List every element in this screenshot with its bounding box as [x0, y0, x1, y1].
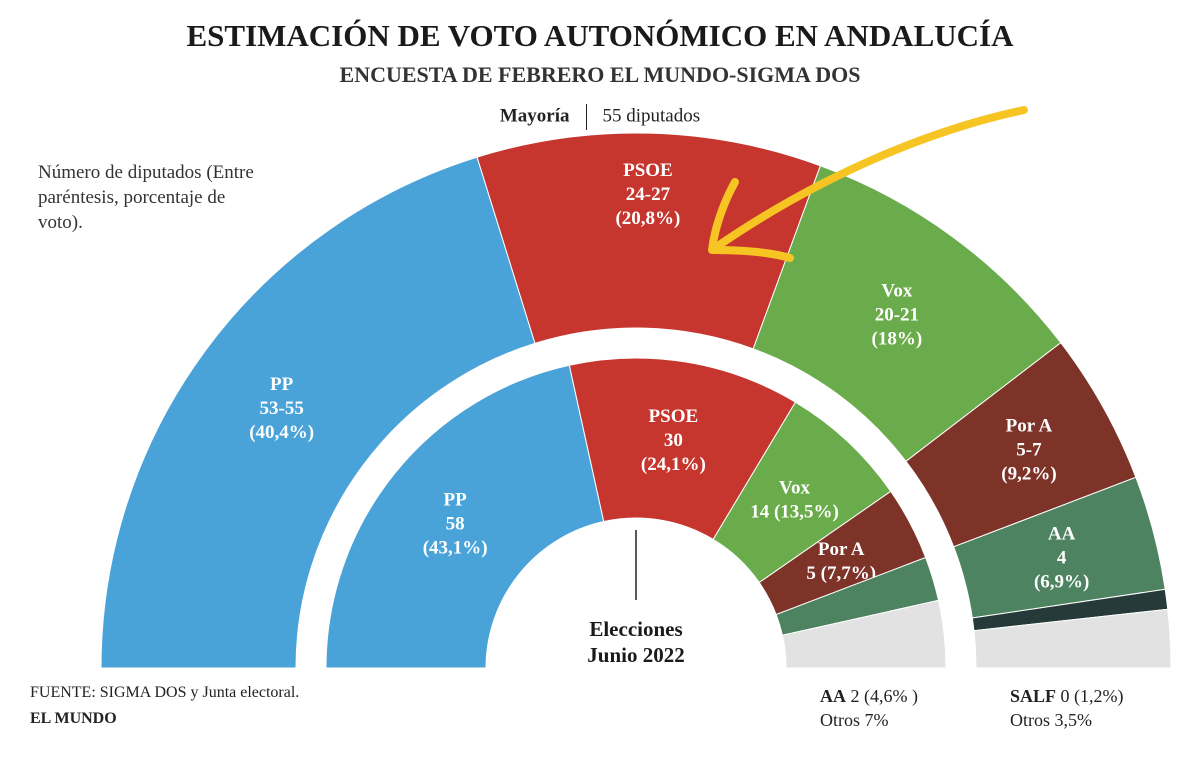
label-e2022-pp-1: 58 [446, 514, 465, 535]
label-e2022-psoe-2: (24,1%) [641, 454, 706, 475]
chart-subtitle: ENCUESTA DE FEBRERO EL MUNDO-SIGMA DOS [339, 62, 861, 87]
legend-survey-otros: Otros 3,5% [1010, 710, 1092, 730]
slice-survey-otros [973, 608, 1172, 669]
label-survey-pp-0: PP [270, 374, 294, 395]
label-survey-vox-2: (18%) [872, 329, 923, 350]
legend-2022-party: AA [820, 686, 846, 706]
chart-note: Número de diputados (Entre paréntesis, p… [38, 162, 254, 233]
highlight-arrow-icon [708, 106, 1028, 262]
label-e2022-pora-0: Por A [818, 539, 865, 560]
label-survey-pp-1: 53-55 [260, 398, 304, 419]
label-e2022-psoe-0: PSOE [649, 406, 699, 427]
label-e2022-psoe-1: 30 [664, 430, 683, 451]
source-note: FUENTE: SIGMA DOS y Junta electoral. [30, 684, 300, 701]
label-survey-pora-0: Por A [1006, 416, 1053, 437]
label-e2022-pora-1: 5 (7,7%) [806, 563, 876, 584]
center-label-line2: Junio 2022 [587, 643, 684, 667]
label-e2022-pp-0: PP [444, 490, 468, 511]
majority-divider [585, 104, 587, 130]
legend-2022-value: 2 (4,6% ) [850, 686, 918, 706]
legend-survey-value: 0 (1,2%) [1060, 686, 1124, 706]
label-survey-pp-2: (40,4%) [249, 422, 314, 443]
legend-2022-small-parties: AA 2 (4,6% ) Otros 7% [820, 684, 918, 732]
label-survey-aa-1: 4 [1057, 548, 1067, 569]
slice-survey-pp [100, 156, 536, 669]
label-e2022-vox-0: Vox [779, 478, 810, 499]
label-e2022-vox-1: 14 (13,5%) [750, 502, 839, 523]
label-survey-psoe-1: 24-27 [626, 184, 671, 205]
label-survey-vox-0: Vox [881, 281, 912, 302]
label-survey-aa-2: (6,9%) [1034, 572, 1089, 593]
majority-line: Mayoría 55 diputados [0, 104, 1200, 130]
label-e2022-pp-2: (43,1%) [423, 538, 488, 559]
legend-survey-small-parties: SALF 0 (1,2%) Otros 3,5% [1010, 684, 1124, 732]
label-survey-aa-0: AA [1048, 524, 1076, 545]
center-label-line1: Elecciones [589, 617, 682, 641]
label-survey-pora-1: 5-7 [1016, 440, 1042, 461]
label-survey-pora-2: (9,2%) [1001, 464, 1056, 485]
legend-survey-party: SALF [1010, 686, 1057, 706]
chart-title: ESTIMACIÓN DE VOTO AUTONÓMICO EN ANDALUC… [186, 18, 1014, 53]
majority-value: 55 diputados [602, 105, 701, 127]
slice-e2022-pp [325, 364, 605, 669]
legend-2022-otros: Otros 7% [820, 710, 889, 730]
brand-name: EL MUNDO [30, 710, 117, 727]
majority-label: Mayoría [499, 105, 570, 127]
slice-e2022-otros [781, 599, 947, 669]
label-survey-vox-1: 20-21 [875, 305, 919, 326]
label-survey-psoe-0: PSOE [623, 160, 673, 181]
label-survey-psoe-2: (20,8%) [615, 208, 680, 229]
